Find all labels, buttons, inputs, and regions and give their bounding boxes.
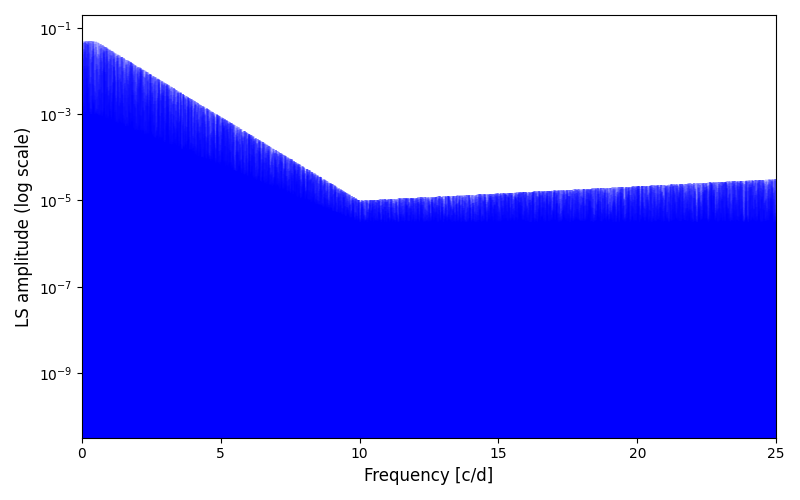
Y-axis label: LS amplitude (log scale): LS amplitude (log scale) bbox=[15, 126, 33, 326]
X-axis label: Frequency [c/d]: Frequency [c/d] bbox=[364, 467, 494, 485]
